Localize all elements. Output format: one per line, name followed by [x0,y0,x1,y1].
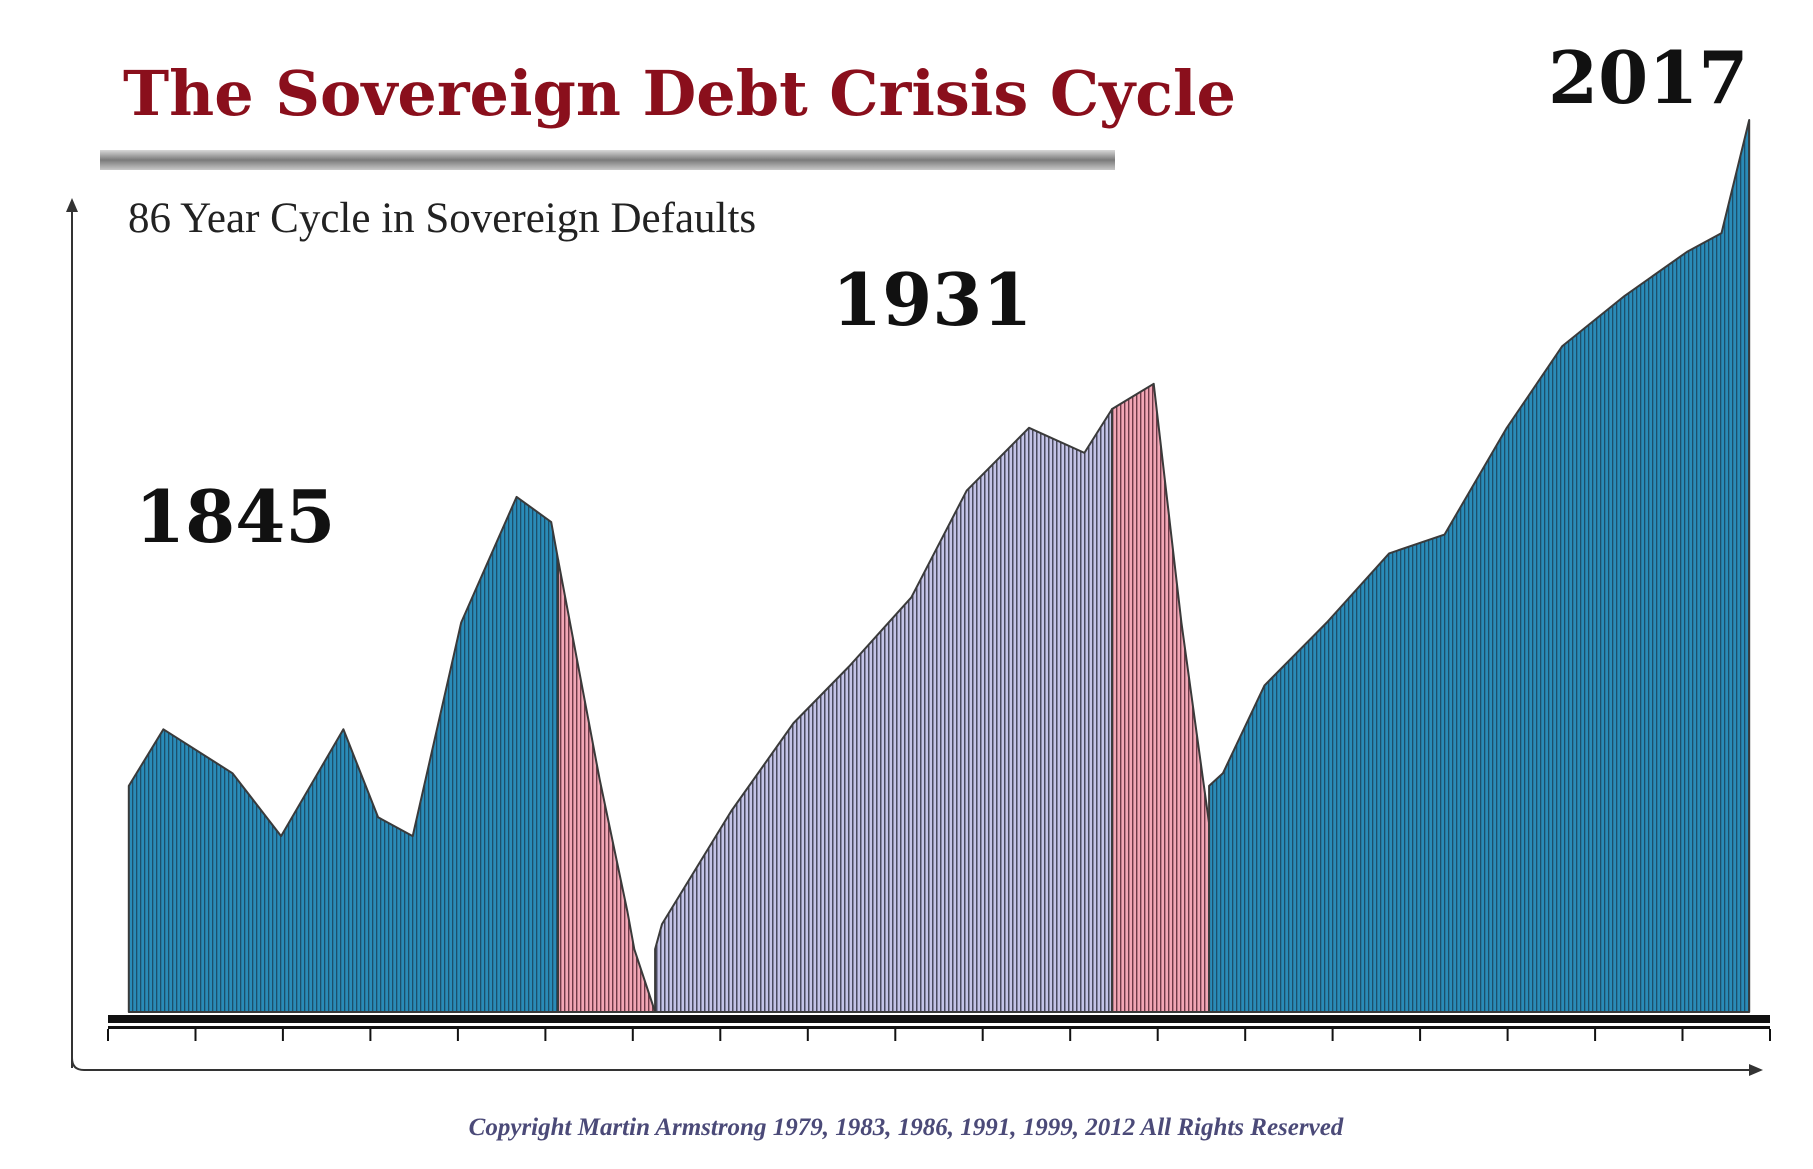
axes [66,198,1763,1076]
peak-label-1931: 1931 [832,257,1032,342]
y-axis-arrow [66,198,78,212]
area-segment-5 [1208,119,1751,1013]
baseline-ticks [107,1029,1771,1041]
copyright-note: Copyright Martin Armstrong 1979, 1983, 1… [469,1114,1344,1141]
chart-subtitle: 86 Year Cycle in Sovereign Defaults [128,195,756,242]
baseline-bar-lower [108,1026,1770,1029]
x-axis-arrow [1749,1064,1763,1076]
peak-label-1845: 1845 [135,474,335,559]
peak-label-2017: 2017 [1548,35,1748,120]
area-segment-4 [1111,382,1211,1013]
area-segment-1 [127,495,560,1013]
axis-corner [71,1057,85,1071]
area-segment-3 [654,408,1114,1013]
title-underline [100,150,1115,170]
baseline-bar [108,1015,1770,1023]
data-areas [127,119,1751,1013]
chart-title: The Sovereign Debt Crisis Cycle [123,57,1236,130]
area-segment-2 [557,558,657,1013]
